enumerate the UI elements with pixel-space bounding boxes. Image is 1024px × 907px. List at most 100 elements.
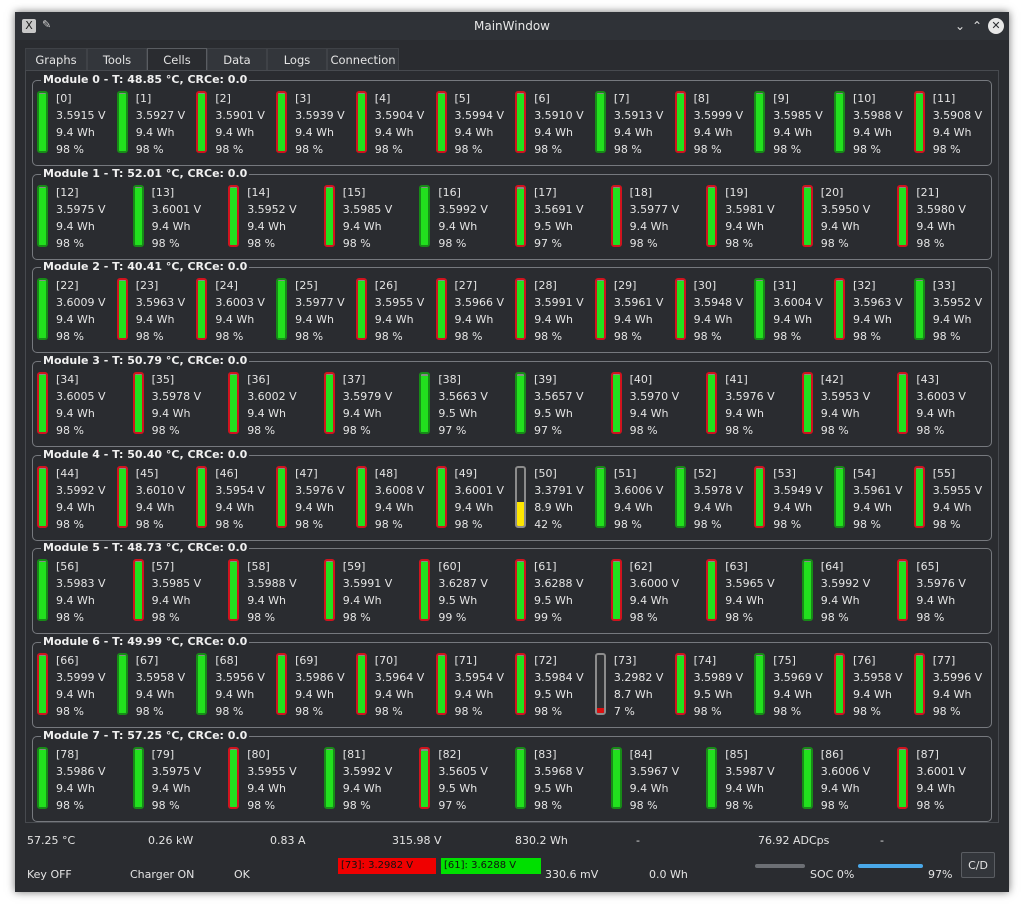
cell-widget: [73] 3.2982 V 8.7 Wh 7 % [594,653,673,721]
cell-widget: [25] 3.5977 V 9.4 Wh 98 % [276,278,354,346]
cell-charge-fill [803,375,811,432]
cell-index: [70] [374,654,398,667]
cell-soc: 97 % [438,799,467,812]
cell-index: [69] [295,654,318,667]
cell-charge-fill [915,469,923,526]
cell-index: [44] [56,467,79,480]
cell-voltage: 3.5955 V [932,484,983,497]
cell-charge-bar [196,91,208,153]
cell-energy: 9.4 Wh [215,688,255,701]
tab-logs[interactable]: Logs [267,48,327,70]
tab-connection[interactable]: Connection [327,48,399,70]
cell-charge-fill [596,281,604,338]
cell-widget: [72] 3.5984 V 9.5 Wh 98 % [515,653,593,721]
cell-voltage: 3.5657 V [534,390,584,403]
cell-energy: 9.4 Wh [247,594,287,607]
tab-tools[interactable]: Tools [87,48,147,70]
cell-charge-bar [913,466,925,528]
chevron-down-icon[interactable]: ⌄ [954,19,966,33]
tab-data[interactable]: Data [207,48,267,70]
app-logo-icon[interactable]: X [22,19,36,33]
cell-widget: [79] 3.5975 V 9.4 Wh 98 % [132,747,211,815]
cell-energy: 9.4 Wh [295,688,334,701]
cell-soc: 98 % [534,705,563,718]
close-icon[interactable]: ✕ [988,18,1004,34]
module-group: Module 7 - T: 57.25 °C, CRCe: 0.0 [78] 3.5… [32,730,992,822]
cell-energy: 9.4 Wh [534,313,574,326]
cell-soc: 98 % [773,518,802,531]
cell-charge-fill [134,750,142,807]
cell-soc: 98 % [135,518,164,531]
cell-voltage: 3.5988 V [247,577,297,590]
cell-index: [26] [374,279,398,292]
cell-charge-fill [357,281,365,338]
cell-voltage: 3.5981 V [725,203,775,216]
cell-widget: [49] 3.6001 V 9.4 Wh 98 % [435,466,514,534]
tab-graphs[interactable]: Graphs [25,48,87,70]
cell-energy: 9.4 Wh [613,313,653,326]
cell-index: [78] [56,748,79,761]
cell-energy: 9.4 Wh [916,407,956,420]
cell-index: [76] [853,654,876,667]
cell-soc: 98 % [342,424,371,437]
cell-widget: [21] 3.5980 V 9.4 Wh 98 % [897,185,975,253]
tab-cells[interactable]: Cells [147,48,207,72]
cell-index: [2] [215,92,231,105]
cell-charge-fill [39,188,46,245]
cell-widget: [51] 3.6006 V 9.4 Wh 98 % [594,466,673,534]
cell-charge-fill [517,94,525,151]
cell-delta: 330.6 mV [545,868,599,881]
cell-widget: [44] 3.5992 V 9.4 Wh 98 % [37,466,115,534]
cell-index: [83] [534,748,557,761]
cell-charge-fill [134,562,142,619]
cell-charge-fill [278,469,286,526]
cell-energy: 9.4 Wh [629,782,669,795]
cell-soc: 98 % [215,518,244,531]
cell-voltage: 3.5913 V [613,109,664,122]
cell-charge-fill [39,750,46,807]
cell-voltage: 3.6004 V [773,296,823,309]
cell-widget: [40] 3.5970 V 9.4 Wh 98 % [610,372,689,440]
cell-charge-fill [517,501,525,526]
cell-charge-bar [355,653,367,715]
cell-soc: 98 % [820,799,849,812]
cell-charge-bar [435,466,447,528]
cell-voltage: 3.6002 V [247,390,297,403]
cd-button[interactable]: C/D [961,852,995,878]
cell-energy: 9.4 Wh [725,594,765,607]
cell-charge-fill [198,94,206,151]
cell-voltage: 3.5605 V [438,765,488,778]
cell-energy: 9.4 Wh [56,501,95,514]
cell-index: [64] [820,560,844,573]
system-status: OK [234,868,250,881]
cell-voltage: 3.5952 V [247,203,297,216]
cell-soc: 98 % [135,330,164,343]
cell-energy: 9.5 Wh [693,688,733,701]
cell-soc: 98 % [613,143,642,156]
cell-charge-fill [676,656,684,713]
cell-index: [52] [693,467,717,480]
cell-charge-fill [915,656,923,713]
cell-voltage: 3.6001 V [151,203,202,216]
cell-energy: 9.4 Wh [56,313,95,326]
cell-energy: 8.7 Wh [613,688,653,701]
pin-icon[interactable]: ✎ [42,18,52,31]
cell-soc: 98 % [56,237,84,250]
cell-soc: 98 % [56,518,84,531]
cell-widget: [10] 3.5988 V 9.4 Wh 98 % [834,91,912,159]
cell-energy: 9.4 Wh [374,126,414,139]
cell-energy: 9.4 Wh [438,220,478,233]
title-bar[interactable]: X ✎ MainWindow ⌄ ⌃ ✕ [15,12,1009,40]
cell-index: [43] [916,373,939,386]
cell-index: [71] [454,654,478,667]
cell-soc: 98 % [374,143,403,156]
cell-charge-fill [357,94,365,151]
chevron-up-icon[interactable]: ⌃ [971,19,983,33]
cell-charge-bar [132,747,144,809]
cell-energy: 9.4 Wh [613,501,653,514]
cell-charge-fill [756,281,764,338]
cell-energy: 9.4 Wh [725,407,765,420]
cell-charge-fill [836,656,843,713]
cell-charge-bar [116,278,128,340]
cell-index: [82] [438,748,461,761]
